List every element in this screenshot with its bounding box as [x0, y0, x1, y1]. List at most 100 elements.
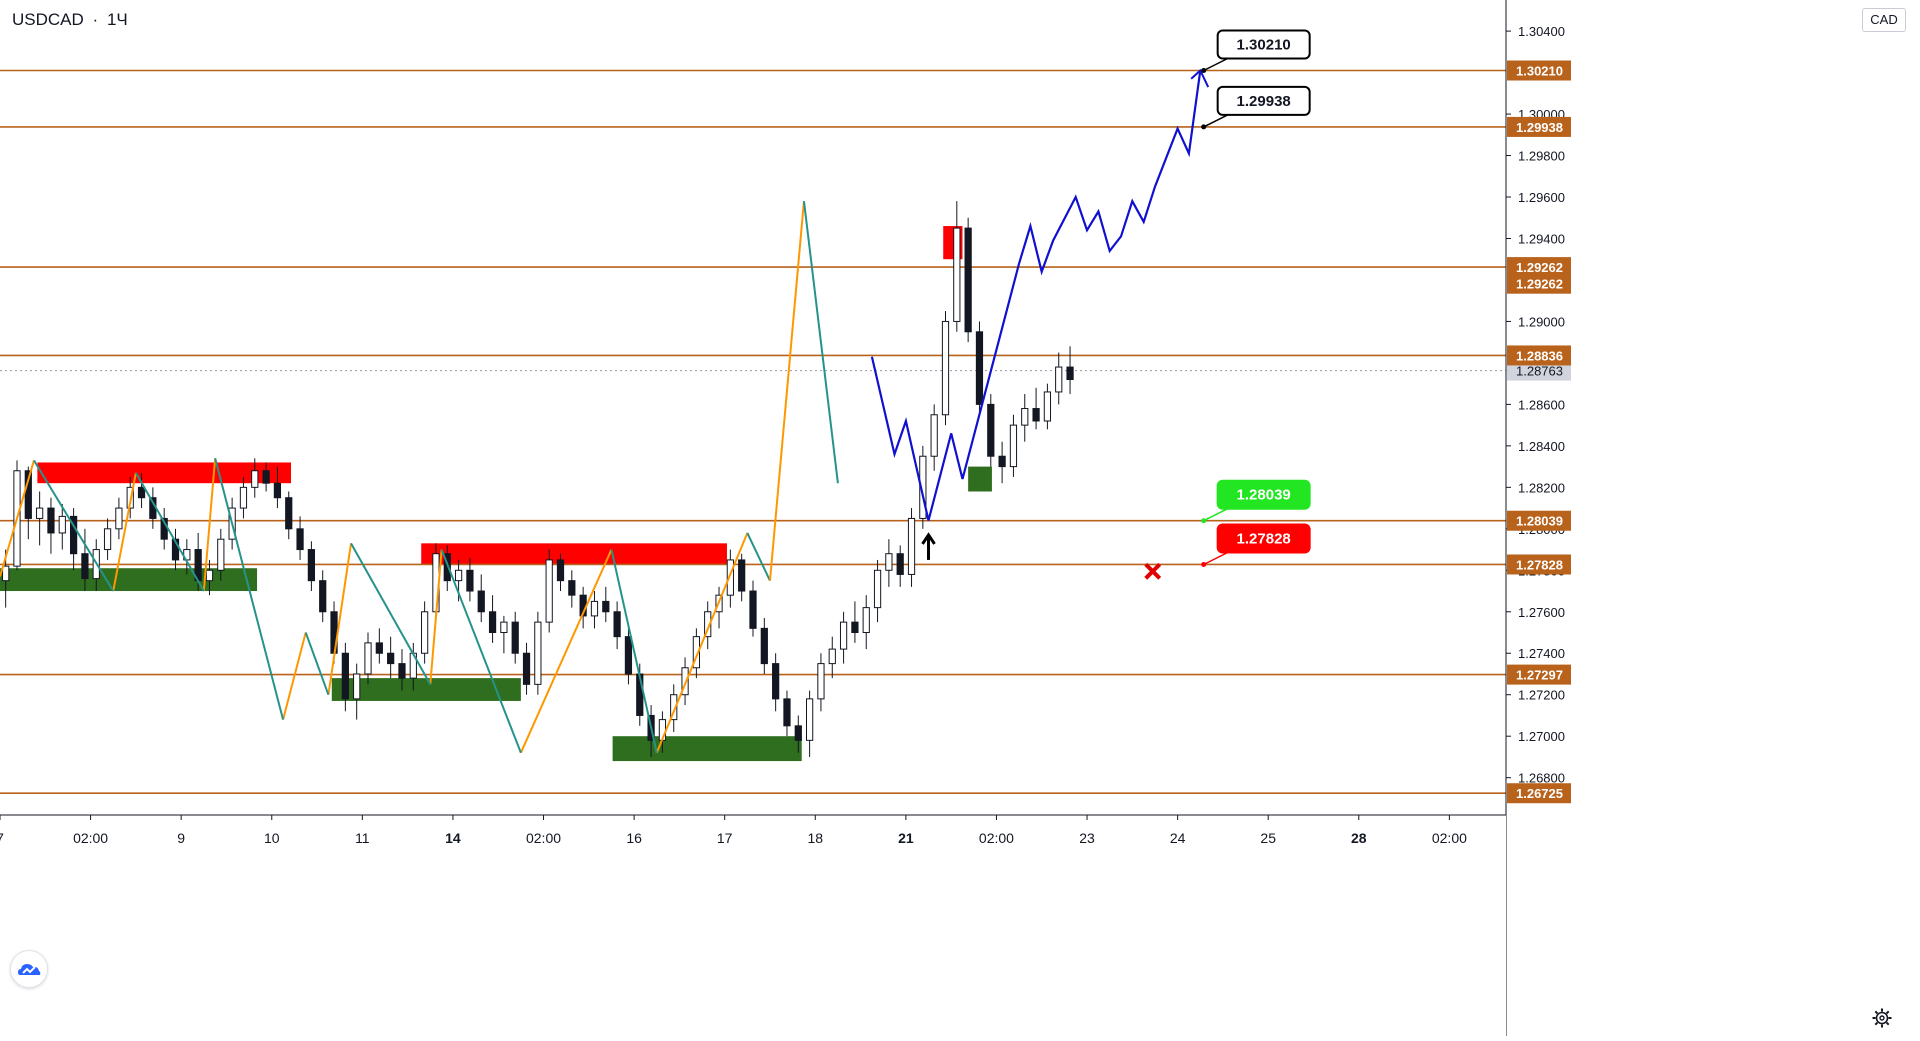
support-zone	[331, 678, 521, 701]
zigzag-up-leg	[112, 472, 137, 592]
up-arrow-icon	[921, 532, 936, 560]
candle-body	[998, 455, 1006, 468]
candle	[1066, 346, 1074, 395]
logo-glyph	[18, 964, 41, 975]
zigzag-down-leg	[135, 472, 205, 592]
candle	[839, 611, 848, 664]
candle-body	[115, 507, 123, 530]
price-tick-label: 1.29800	[1518, 149, 1565, 164]
level-price-tag	[1507, 257, 1571, 278]
candles-layer	[2, 201, 1074, 757]
candle	[477, 574, 485, 623]
symbol-header[interactable]: USDCAD · 1Ч	[12, 10, 128, 30]
callout-box	[1216, 29, 1311, 60]
time-tick-label: 11	[355, 830, 370, 846]
callout-entry: 1.28039	[1201, 479, 1311, 524]
zigzag-up-leg	[0, 460, 35, 577]
price-tick-label: 1.30400	[1518, 24, 1565, 39]
candle-body	[602, 600, 610, 613]
callout-pointer	[1203, 551, 1229, 566]
callout-label: 1.27828	[1237, 530, 1291, 547]
candle	[1009, 414, 1018, 477]
level-price-tag	[1507, 783, 1571, 804]
resistance-zone	[421, 543, 727, 565]
candle-body	[862, 607, 870, 634]
candle	[534, 611, 542, 695]
candle-body	[783, 698, 791, 727]
time-tick-label: 02:00	[73, 830, 108, 846]
candle-body	[454, 569, 463, 582]
candle-body	[171, 538, 180, 561]
forecast-path	[870, 70, 1202, 521]
candle	[545, 549, 553, 633]
callout-label: 1.30210	[1237, 37, 1291, 54]
tradingview-cloud-icon[interactable]	[10, 950, 48, 988]
candle-body	[726, 559, 734, 596]
candle	[217, 528, 225, 581]
candle	[296, 516, 304, 560]
callout-anchor	[1201, 561, 1207, 567]
x-mark-icon	[1144, 562, 1162, 580]
candle-body	[285, 497, 293, 530]
level-price-label: 1.29938	[1516, 120, 1563, 135]
candle	[998, 441, 1006, 484]
callout-box	[1216, 479, 1311, 510]
candle	[511, 611, 519, 664]
callout-box	[1216, 85, 1311, 116]
level-price-label: 1.28039	[1516, 514, 1563, 529]
zigzag-up-leg	[282, 632, 307, 720]
zigzag-down-leg	[350, 542, 432, 685]
candle	[160, 508, 168, 550]
candle	[704, 601, 712, 650]
candle-body	[251, 470, 259, 488]
candle-body	[1021, 408, 1029, 426]
levels-layer	[0, 69, 1506, 795]
level-price-label: 1.27828	[1516, 557, 1563, 572]
level-price-tag	[1507, 554, 1571, 575]
candle	[873, 559, 882, 623]
candle	[285, 491, 293, 540]
arrow-head	[921, 532, 936, 545]
candle	[205, 559, 214, 596]
candle-body	[296, 528, 304, 551]
candle	[692, 628, 700, 679]
candle	[953, 201, 961, 332]
price-tick-label: 1.28600	[1518, 397, 1565, 412]
candle	[1055, 352, 1063, 405]
candle-body	[205, 569, 214, 582]
candle	[941, 311, 950, 426]
candle-body	[987, 403, 995, 457]
callouts-layer: 1.30210 1.29938 1.28039 1.27828	[1201, 29, 1311, 567]
candle	[794, 715, 802, 753]
candle-body	[1032, 408, 1040, 422]
zigzag-down-leg	[33, 459, 115, 592]
price-tick-label: 1.28400	[1518, 439, 1565, 454]
callout-pointer	[1203, 508, 1229, 522]
candle	[568, 570, 576, 608]
candle	[817, 653, 825, 712]
callout-box	[1216, 523, 1311, 554]
candle	[670, 684, 678, 733]
candle-body	[2, 565, 10, 582]
currency-badge[interactable]: CAD	[1862, 8, 1906, 32]
interval-label[interactable]: 1Ч	[106, 10, 128, 29]
level-price-tag	[1507, 116, 1571, 137]
price-tick-label: 1.27000	[1518, 729, 1565, 744]
time-tick-label: 21	[898, 830, 914, 846]
candle	[137, 472, 146, 509]
candle	[907, 508, 916, 587]
candle	[738, 553, 746, 602]
time-tick-label: 24	[1170, 830, 1186, 846]
candle	[488, 595, 497, 643]
gear-icon[interactable]	[1870, 1006, 1894, 1030]
candle-body	[681, 667, 689, 696]
callout-anchor	[1201, 124, 1207, 130]
candle	[624, 628, 633, 685]
candle-body	[896, 553, 904, 575]
current-price-label: 1.28763	[1516, 364, 1563, 379]
candle-body	[341, 652, 349, 700]
level-price-label: 1.27297	[1516, 668, 1563, 683]
zigzag-up-leg	[519, 549, 613, 754]
